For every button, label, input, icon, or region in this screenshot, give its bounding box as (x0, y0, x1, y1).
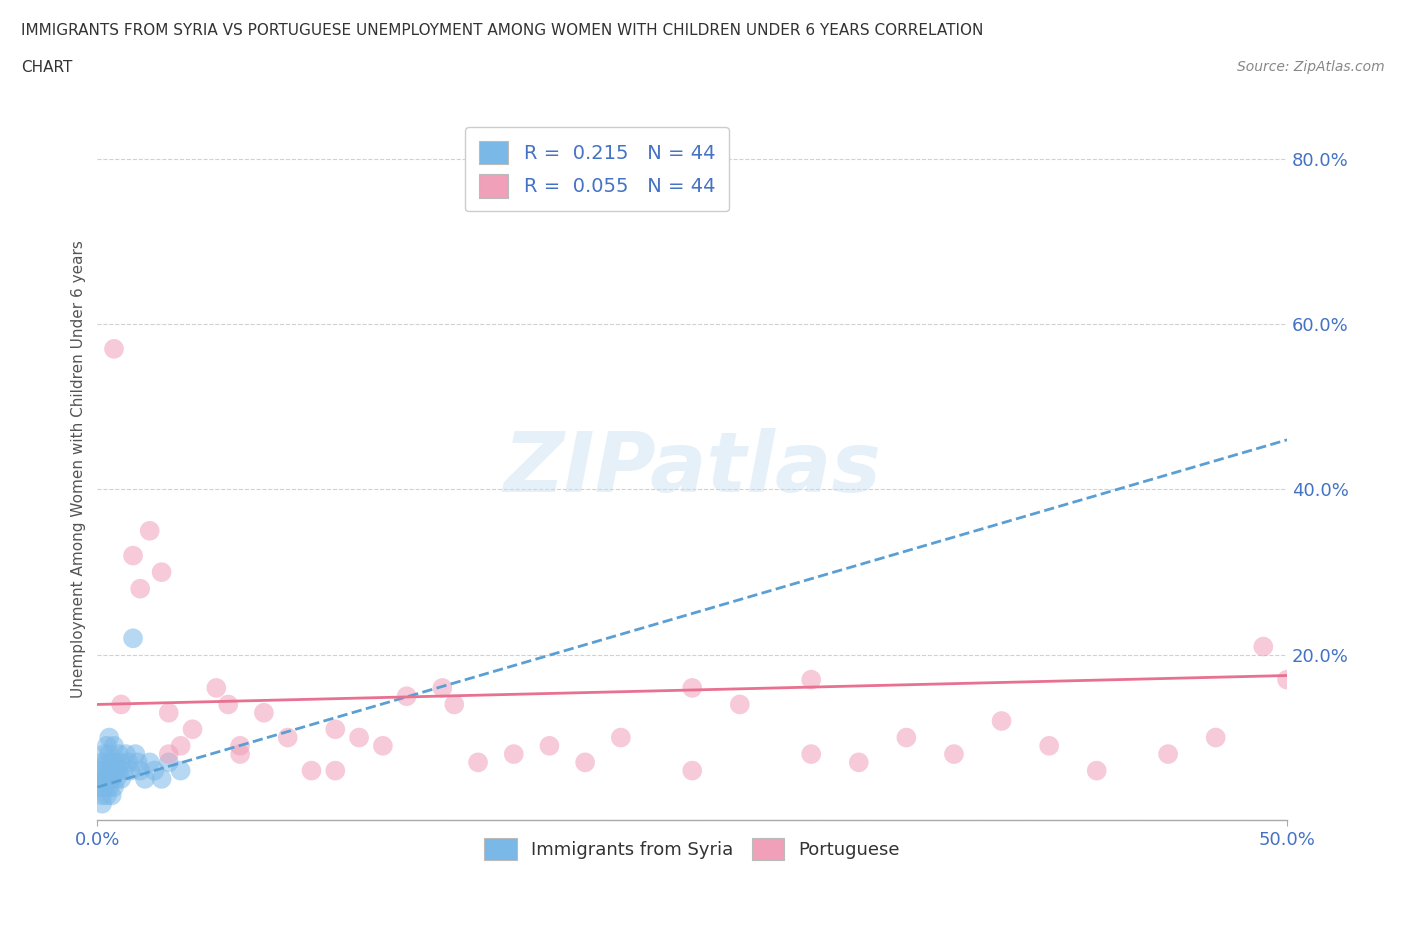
Point (150, 772, 173, 787)
Point (1085, 764, 1108, 778)
Point (181, 722, 204, 737)
Point (896, 730, 918, 745)
Point (129, 764, 152, 778)
Point (91, 755, 114, 770)
Point (347, 730, 370, 745)
Point (538, 738, 561, 753)
Point (610, 730, 633, 745)
Point (105, 755, 128, 770)
Point (728, 697, 751, 711)
Point (107, 764, 129, 778)
Point (91, 796, 114, 811)
Point (169, 764, 191, 778)
Text: Source: ZipAtlas.com: Source: ZipAtlas.com (1237, 60, 1385, 74)
Point (110, 772, 132, 787)
Point (127, 755, 149, 770)
Point (100, 772, 122, 787)
Point (681, 764, 703, 778)
Point (96, 738, 118, 753)
Point (117, 755, 139, 770)
Point (1205, 730, 1227, 745)
Point (205, 681, 228, 696)
Point (91, 788, 114, 803)
Point (800, 672, 823, 687)
Point (103, 779, 125, 794)
Point (134, 772, 156, 787)
Point (681, 681, 703, 696)
Y-axis label: Unemployment Among Women with Children Under 6 years: Unemployment Among Women with Children U… (72, 240, 86, 698)
Point (229, 738, 252, 753)
Point (110, 755, 132, 770)
Point (1157, 747, 1180, 762)
Point (467, 755, 489, 770)
Point (93, 747, 115, 762)
Point (253, 705, 276, 720)
Point (91, 772, 114, 787)
Point (120, 764, 142, 778)
Point (103, 341, 125, 356)
Point (157, 705, 180, 720)
Point (395, 689, 418, 704)
Point (169, 738, 191, 753)
Text: ZIPatlas: ZIPatlas (503, 429, 882, 510)
Point (1251, 639, 1274, 654)
Point (98, 747, 121, 762)
Point (432, 681, 454, 696)
Point (122, 548, 145, 563)
Point (229, 747, 252, 762)
Point (157, 747, 180, 762)
Point (96, 772, 118, 787)
Point (112, 764, 135, 778)
Point (138, 755, 160, 770)
Point (105, 772, 128, 787)
Point (93, 779, 115, 794)
Point (98, 730, 121, 745)
Point (96, 788, 118, 803)
Point (157, 755, 180, 770)
Point (107, 747, 129, 762)
Point (138, 524, 160, 538)
Point (89, 764, 111, 778)
Point (990, 713, 1012, 728)
Point (124, 747, 146, 762)
Point (323, 722, 346, 737)
Point (100, 755, 122, 770)
Point (122, 631, 145, 645)
Point (89, 779, 111, 794)
Point (800, 747, 823, 762)
Point (301, 764, 323, 778)
Text: CHART: CHART (21, 60, 73, 75)
Point (103, 738, 125, 753)
Point (502, 747, 524, 762)
Point (150, 565, 173, 579)
Point (129, 581, 152, 596)
Point (115, 747, 138, 762)
Point (143, 764, 166, 778)
Point (942, 747, 965, 762)
Point (103, 764, 125, 778)
Point (1275, 672, 1298, 687)
Point (93, 772, 115, 787)
Text: IMMIGRANTS FROM SYRIA VS PORTUGUESE UNEMPLOYMENT AMONG WOMEN WITH CHILDREN UNDER: IMMIGRANTS FROM SYRIA VS PORTUGUESE UNEM… (21, 23, 983, 38)
Point (277, 730, 299, 745)
Point (93, 764, 115, 778)
Point (217, 697, 239, 711)
Point (98, 779, 121, 794)
Point (371, 738, 394, 753)
Point (1038, 738, 1060, 753)
Point (100, 788, 122, 803)
Legend: Immigrants from Syria, Portuguese: Immigrants from Syria, Portuguese (477, 831, 907, 868)
Point (848, 755, 870, 770)
Point (96, 755, 118, 770)
Point (110, 697, 132, 711)
Point (443, 697, 465, 711)
Point (98, 764, 121, 778)
Point (323, 764, 346, 778)
Point (574, 755, 596, 770)
